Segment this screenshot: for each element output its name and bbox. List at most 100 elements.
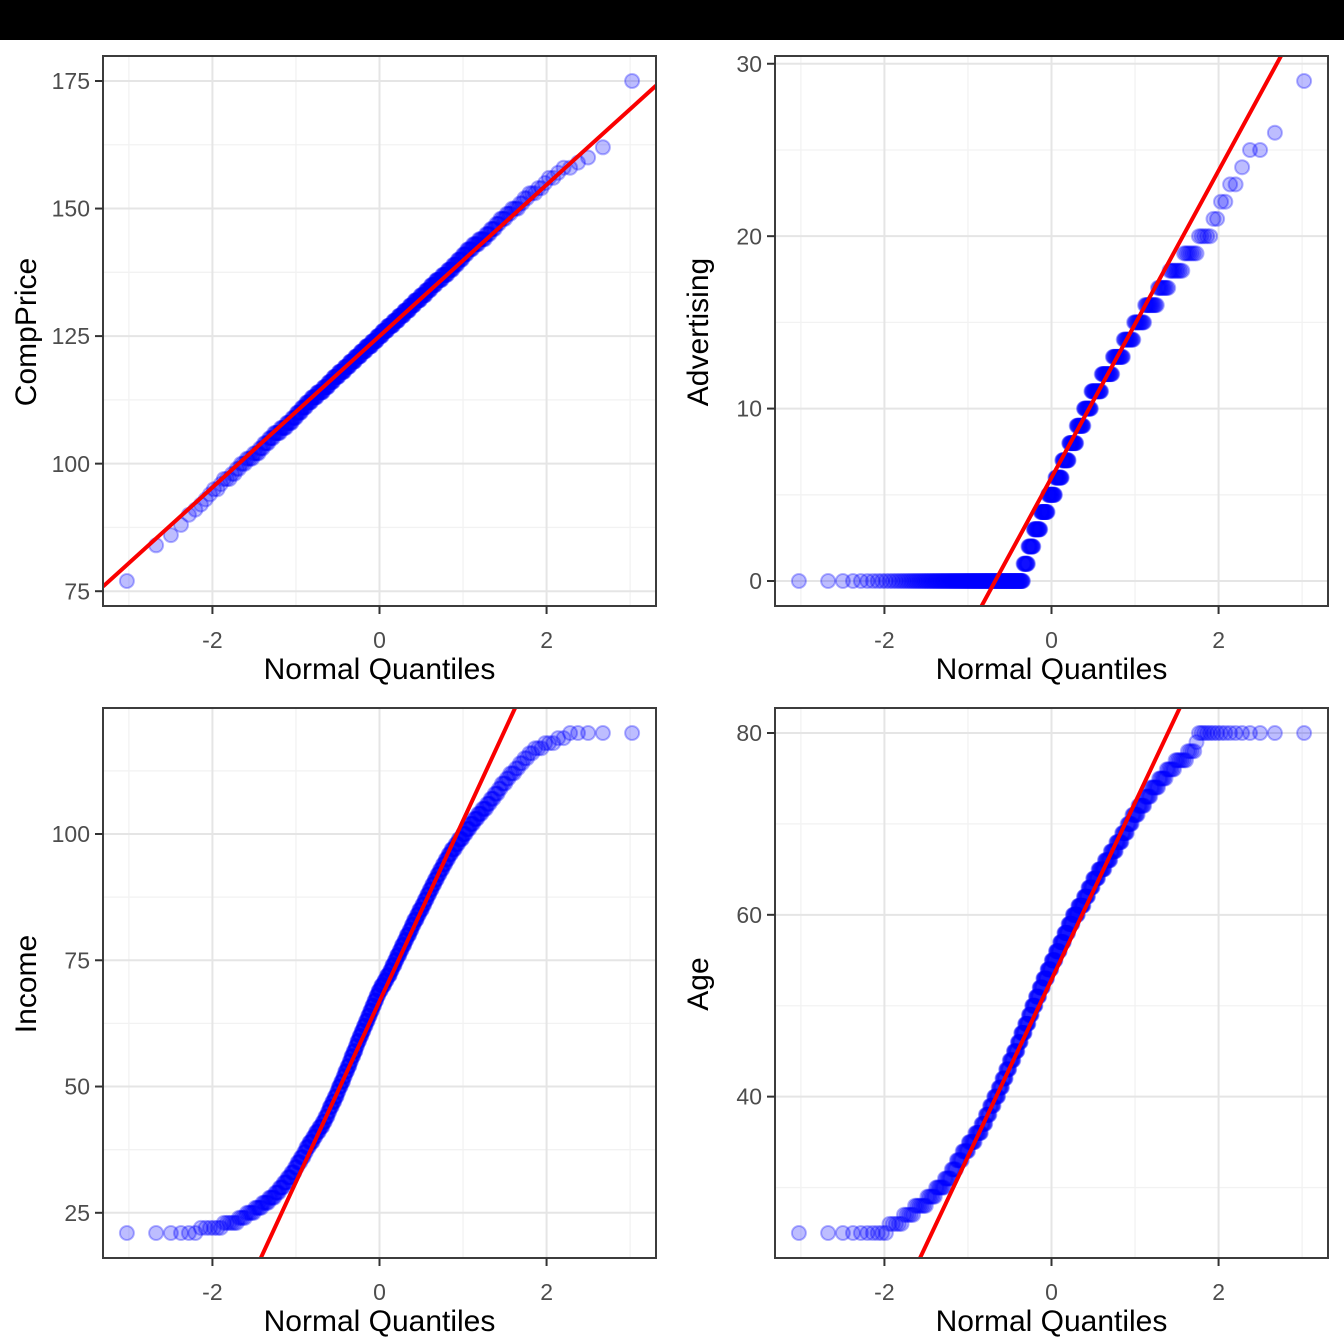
data-point <box>820 1225 837 1241</box>
data-point <box>570 725 586 741</box>
x-tick-label: -2 <box>202 627 222 653</box>
data-point <box>580 149 597 166</box>
data-point <box>1009 573 1026 589</box>
data-point <box>273 1179 290 1196</box>
data-point <box>925 1188 942 1205</box>
data-point <box>1046 486 1063 503</box>
data-point <box>474 231 491 248</box>
data-point <box>1205 725 1222 741</box>
data-point <box>280 1169 297 1186</box>
data-point <box>341 358 358 375</box>
data-point <box>407 292 424 309</box>
data-point <box>202 1219 218 1236</box>
data-point <box>907 573 924 589</box>
qq-plot-grid: -2 0 2 75 100 125 150 175 CompPrice Normal Quan… <box>0 40 1344 1344</box>
data-point <box>1012 573 1029 589</box>
data-point <box>969 573 986 589</box>
data-point <box>118 1225 135 1241</box>
data-point <box>1005 573 1022 589</box>
data-point <box>905 573 922 589</box>
data-point <box>790 1225 807 1241</box>
data-point <box>971 573 988 589</box>
data-point <box>1191 725 1207 741</box>
data-point <box>960 573 977 589</box>
data-point <box>519 750 535 767</box>
data-point <box>330 368 347 385</box>
data-point <box>974 573 991 589</box>
data-point <box>482 790 499 807</box>
data-point <box>1024 538 1041 555</box>
data-point <box>1202 725 1219 741</box>
x-tick-label: 0 <box>373 627 386 653</box>
data-point <box>1151 770 1168 787</box>
data-point <box>900 573 917 589</box>
data-point <box>945 573 962 589</box>
data-point <box>224 1214 240 1231</box>
data-point <box>497 775 514 792</box>
data-point <box>1217 193 1234 210</box>
data-point <box>148 1225 165 1241</box>
y-tick-label: 0 <box>749 568 762 594</box>
data-point <box>118 573 135 589</box>
data-point <box>1152 770 1169 787</box>
data-point <box>959 573 976 589</box>
data-point <box>874 1225 890 1241</box>
data-point <box>1227 176 1244 193</box>
data-point <box>1018 555 1035 572</box>
qq-plot-advertising: -2 0 2 0 10 20 30 Advertising Normal Quantiles <box>672 40 1344 692</box>
data-point <box>413 287 430 304</box>
data-point <box>1000 573 1016 589</box>
data-point <box>180 1225 197 1241</box>
data-point <box>504 765 521 782</box>
data-point <box>396 302 413 319</box>
data-point <box>1163 761 1179 778</box>
data-point <box>481 795 498 812</box>
y-axis-title: Income <box>10 934 43 1034</box>
data-point <box>1153 770 1170 787</box>
y-tick-label: 40 <box>736 1084 762 1110</box>
data-point <box>929 1179 946 1196</box>
data-point <box>1012 573 1029 589</box>
data-point <box>1011 573 1027 589</box>
data-point <box>1209 725 1226 741</box>
data-point <box>401 297 418 314</box>
data-point <box>951 573 968 589</box>
data-point <box>498 770 515 787</box>
data-point <box>468 810 485 827</box>
data-point <box>1038 504 1054 520</box>
axis-ticks <box>95 833 548 1266</box>
data-point <box>1181 743 1198 760</box>
data-point <box>1140 788 1157 805</box>
data-point <box>1296 73 1313 89</box>
data-point <box>1045 486 1062 503</box>
data-point <box>1209 210 1226 227</box>
data-point <box>955 573 972 589</box>
data-point <box>268 425 285 441</box>
data-point <box>946 573 963 589</box>
data-point <box>1006 573 1023 589</box>
data-point <box>932 1179 949 1196</box>
data-point <box>1160 279 1177 296</box>
data-point <box>966 573 983 589</box>
data-point <box>486 785 503 802</box>
data-point <box>924 573 940 589</box>
data-point <box>1045 486 1062 503</box>
data-point <box>271 1179 288 1196</box>
data-point <box>1188 245 1205 262</box>
data-point <box>1024 538 1041 555</box>
data-point <box>212 1219 229 1236</box>
data-point <box>233 1209 250 1226</box>
data-point <box>1039 504 1055 520</box>
data-point <box>884 1215 901 1232</box>
data-point <box>580 725 597 741</box>
data-point <box>1044 486 1061 503</box>
x-tick-label: -2 <box>874 627 894 653</box>
data-point <box>173 1225 189 1241</box>
x-axis-title: Normal Quantiles <box>935 1305 1168 1338</box>
data-point <box>914 1197 931 1214</box>
data-point <box>527 740 544 757</box>
data-point <box>228 1214 245 1231</box>
data-point <box>279 1169 296 1186</box>
data-point <box>933 573 950 589</box>
data-point <box>1169 752 1186 769</box>
